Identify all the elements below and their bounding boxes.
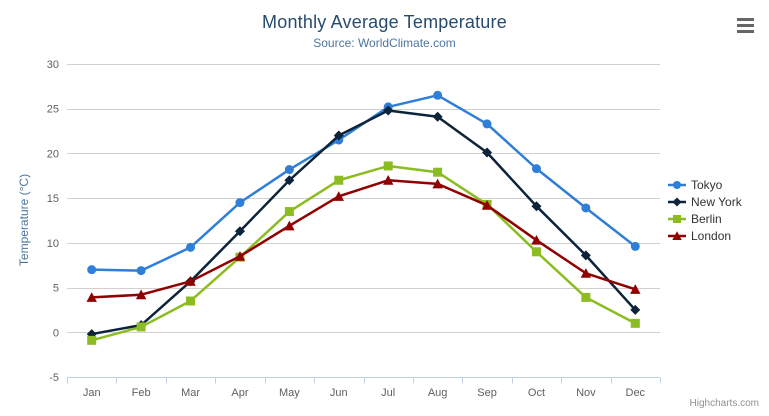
- data-point-tokyo[interactable]: [482, 119, 492, 129]
- legend: Tokyo New York Berlin London: [668, 176, 768, 244]
- data-point-london[interactable]: [580, 268, 592, 278]
- y-axis-labels: 30 25 20 15 10 5 0 -5: [47, 59, 59, 384]
- data-point-london[interactable]: [630, 284, 641, 294]
- data-point-berlin[interactable]: [334, 175, 344, 185]
- y-tick-label: 15: [47, 193, 59, 205]
- data-point-new-york[interactable]: [580, 250, 591, 261]
- y-axis-title: Temperature (°C): [17, 173, 31, 267]
- data-point-new-york[interactable]: [432, 111, 443, 122]
- data-point-london[interactable]: [383, 175, 394, 185]
- data-point-berlin[interactable]: [136, 322, 146, 332]
- x-tick-label: May: [279, 387, 300, 399]
- legend-marker: [673, 180, 681, 189]
- data-point-tokyo[interactable]: [136, 266, 146, 276]
- legend-symbol-triangle-icon: [668, 230, 686, 240]
- y-tick-label: 25: [47, 104, 59, 116]
- legend-item-london[interactable]: London: [668, 227, 768, 244]
- series-new-york: [86, 105, 641, 340]
- data-point-london[interactable]: [234, 251, 246, 261]
- data-point-london[interactable]: [333, 191, 344, 201]
- legend-item-berlin[interactable]: Berlin: [668, 210, 768, 227]
- data-point-berlin[interactable]: [581, 292, 591, 302]
- series-line-new-york: [90, 109, 637, 336]
- data-point-new-york[interactable]: [482, 147, 493, 158]
- x-tick-label: Mar: [181, 387, 200, 399]
- data-point-new-york[interactable]: [383, 105, 394, 116]
- data-point-berlin[interactable]: [383, 161, 393, 171]
- data-point-london[interactable]: [481, 200, 493, 210]
- legend-marker: [672, 197, 682, 206]
- series-line-berlin: [90, 164, 637, 342]
- legend-label-new-york: New York: [691, 194, 742, 209]
- data-point-new-york[interactable]: [333, 130, 344, 141]
- series-line-london: [90, 179, 637, 299]
- data-point-tokyo[interactable]: [284, 165, 294, 175]
- data-point-tokyo[interactable]: [87, 265, 97, 275]
- legend-item-new-york[interactable]: New York: [668, 193, 768, 210]
- data-point-berlin[interactable]: [284, 207, 294, 217]
- data-point-london[interactable]: [432, 178, 443, 189]
- x-tick-label: Jun: [330, 387, 348, 399]
- x-tick-label: Sep: [477, 387, 497, 399]
- y-tick-label: -5: [49, 372, 59, 384]
- data-point-berlin[interactable]: [531, 247, 541, 257]
- data-point-tokyo[interactable]: [433, 90, 443, 100]
- data-point-london[interactable]: [86, 292, 97, 302]
- series-line-tokyo: [90, 94, 637, 272]
- data-point-new-york[interactable]: [531, 201, 542, 212]
- series-london: [86, 175, 641, 302]
- data-point-tokyo[interactable]: [186, 242, 196, 252]
- legend-item-tokyo[interactable]: Tokyo: [668, 176, 768, 193]
- y-tick-label: 10: [47, 238, 59, 250]
- chart-subtitle: Source: WorldClimate.com: [313, 36, 456, 50]
- legend-label-berlin: Berlin: [691, 211, 722, 226]
- data-point-london[interactable]: [135, 289, 147, 300]
- y-tick-label: 20: [47, 148, 59, 160]
- context-menu-button[interactable]: [733, 16, 757, 38]
- legend-symbol-square-icon: [668, 214, 686, 223]
- data-point-london[interactable]: [284, 220, 295, 231]
- x-axis: Jan Feb Mar Apr May Jun Jul Aug Sep Oct Nov Dec: [67, 377, 661, 399]
- hamburger-icon: [736, 18, 754, 33]
- data-point-tokyo[interactable]: [531, 164, 541, 174]
- x-tick-label: Oct: [528, 387, 545, 399]
- data-point-new-york[interactable]: [284, 175, 295, 186]
- x-tick-label: Jan: [83, 387, 101, 399]
- data-point-london[interactable]: [531, 234, 542, 245]
- data-point-tokyo[interactable]: [235, 198, 245, 208]
- legend-label-tokyo: Tokyo: [691, 177, 723, 192]
- data-point-tokyo[interactable]: [581, 203, 591, 213]
- x-tick-label: Aug: [428, 387, 448, 399]
- legend-label-london: London: [691, 228, 732, 243]
- gridlines: [67, 64, 660, 378]
- data-point-berlin[interactable]: [87, 335, 97, 345]
- x-tick-label: Apr: [231, 387, 248, 399]
- credits-link[interactable]: Highcharts.com: [689, 398, 759, 409]
- y-tick-label: 5: [53, 283, 59, 295]
- chart-title: Monthly Average Temperature: [262, 12, 507, 32]
- y-tick-label: 30: [47, 59, 59, 71]
- x-tick-label: Nov: [576, 387, 596, 399]
- y-tick-label: 0: [53, 327, 59, 339]
- data-point-tokyo[interactable]: [630, 241, 640, 251]
- x-tick-label: Feb: [132, 387, 151, 399]
- x-tick-label: Jul: [381, 387, 395, 399]
- legend-symbol-circle-icon: [668, 180, 686, 189]
- legend-symbol-diamond-icon: [668, 197, 686, 206]
- data-point-london[interactable]: [185, 276, 196, 286]
- data-point-berlin[interactable]: [630, 318, 640, 328]
- legend-marker: [673, 214, 681, 223]
- series-tokyo: [87, 90, 640, 276]
- data-point-berlin[interactable]: [433, 167, 443, 177]
- data-point-new-york[interactable]: [234, 226, 245, 237]
- data-point-new-york[interactable]: [630, 304, 641, 315]
- data-point-berlin[interactable]: [186, 296, 196, 306]
- x-tick-label: Dec: [626, 387, 646, 399]
- legend-marker: [672, 230, 682, 240]
